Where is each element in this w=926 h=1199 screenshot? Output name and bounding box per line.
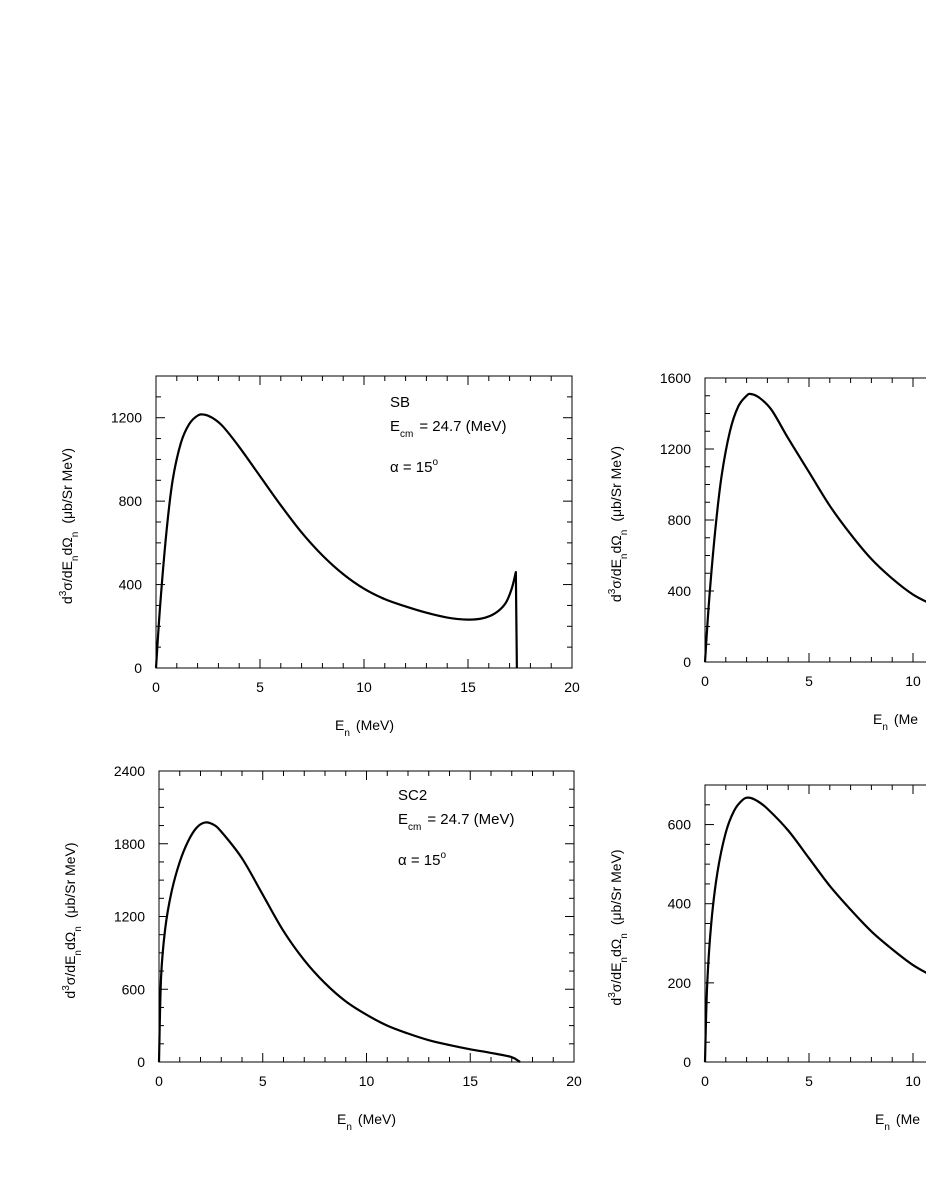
y-tick-label: 1800: [114, 836, 145, 852]
y-tick-label: 0: [683, 654, 691, 670]
model-label: SB: [390, 394, 410, 411]
x-tick-label: 0: [155, 1073, 163, 1089]
y-axis-label: d3σ/dEndΩn(μb/Sr MeV): [607, 446, 630, 602]
y-tick-label: 600: [668, 817, 692, 833]
chart-panel-bottom-left: 0 5 10 15 20 0 600 1200 1800 2400 En(MeV) d3σ/dEndΩ…: [61, 763, 582, 1133]
x-tick-label: 5: [256, 679, 264, 695]
plot-frame: [704, 784, 926, 1063]
series-line-0: [157, 821, 521, 1063]
y-axis-label: d3σ/dEndΩn(μb/Sr MeV): [607, 849, 630, 1005]
ecm-label: Ecm = 24.7 (MeV): [398, 811, 514, 833]
x-tick-label: 5: [805, 673, 813, 689]
x-axis-label: En(MeV): [335, 717, 394, 739]
y-tick-label: 0: [683, 1054, 691, 1070]
x-tick-label: 10: [905, 1073, 921, 1089]
ecm-label: Ecm = 24.7 (MeV): [390, 418, 506, 440]
y-tick-label: 1200: [111, 410, 142, 426]
y-tick-label: 800: [668, 512, 692, 528]
x-tick-label: 0: [701, 1073, 709, 1089]
model-label: SC2: [398, 787, 427, 804]
series-line-0: [703, 796, 926, 1063]
x-tick-label: 5: [805, 1073, 813, 1089]
x-axis-label: En(Me: [875, 1111, 920, 1133]
x-tick-label: 10: [359, 1073, 375, 1089]
series-line-0: [703, 392, 926, 663]
alpha-label: α = 15o: [390, 457, 438, 476]
x-tick-label: 10: [356, 679, 372, 695]
x-tick-label: 10: [905, 673, 921, 689]
x-tick-label: 15: [460, 679, 476, 695]
x-tick-label: 0: [152, 679, 160, 695]
x-tick-label: 20: [564, 679, 580, 695]
chart-panel-top-left: 0 5 10 15 20 0 400 800 1200 En(MeV) d3σ/dEndΩn(μb/…: [58, 375, 580, 739]
y-axis-label: d3σ/dEndΩn(μb/Sr MeV): [61, 842, 84, 998]
y-tick-label: 1200: [660, 441, 691, 457]
y-tick-label: 400: [668, 896, 692, 912]
series-line-0: [154, 413, 518, 669]
plot-frame: [155, 375, 573, 669]
x-tick-label: 5: [259, 1073, 267, 1089]
alpha-label: α = 15o: [398, 850, 446, 869]
y-tick-label: 0: [137, 1054, 145, 1070]
y-tick-label: 200: [668, 975, 692, 991]
y-tick-label: 2400: [114, 763, 145, 779]
y-axis-label: d3σ/dEndΩn(μb/Sr MeV): [58, 448, 81, 604]
chart-panel-top-right: 0 5 10 0 400 800 1200 1600 En(Me d3σ/dEndΩn(μb/Sr…: [607, 370, 926, 733]
x-tick-label: 20: [566, 1073, 582, 1089]
y-tick-label: 0: [134, 660, 142, 676]
y-tick-label: 600: [122, 981, 146, 997]
plot-frame: [704, 377, 926, 663]
y-tick-label: 1600: [660, 370, 691, 386]
x-axis-label: En(Me: [873, 711, 918, 733]
x-axis-label: En(MeV): [337, 1111, 396, 1133]
y-tick-label: 400: [119, 577, 143, 593]
x-tick-label: 15: [462, 1073, 478, 1089]
x-tick-label: 0: [701, 673, 709, 689]
y-tick-label: 1200: [114, 909, 145, 925]
chart-panel-bottom-right: 0 5 10 0 200 400 600 En(Me d3σ/dEndΩn(μb/Sr MeV): [607, 784, 926, 1133]
y-tick-label: 400: [668, 583, 692, 599]
y-tick-label: 800: [119, 493, 143, 509]
